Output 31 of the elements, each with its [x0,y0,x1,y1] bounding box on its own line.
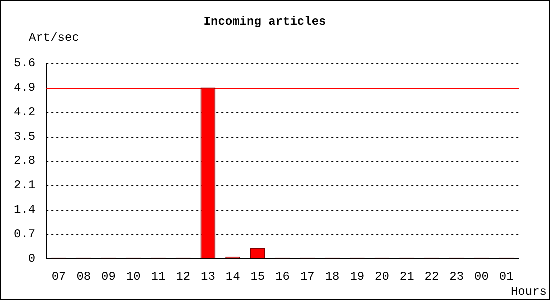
x-tick-label: 20 [375,270,390,284]
y-axis-title: Art/sec [29,31,80,45]
y-tick-label: 1.4 [14,202,36,217]
y-tick-label: 0 [28,252,36,266]
x-tick-label: 14 [226,270,240,284]
y-tick-label: 4.9 [14,80,36,95]
x-tick-label: 19 [350,270,365,284]
x-tick-label: 21 [400,270,414,284]
y-tick-label: 2.1 [14,178,36,193]
x-tick-label: 15 [250,270,266,284]
x-tick-label: 00 [474,270,489,284]
x-tick-label: 10 [126,270,141,284]
y-tick-label: 3.5 [14,130,36,144]
x-tick-label: 07 [52,270,66,284]
x-tick-label: 13 [201,270,216,284]
x-tick-label: 11 [151,270,166,284]
y-tick-label: 4.2 [14,105,36,120]
y-tick-label: 2.8 [14,154,36,168]
x-tick-label: 01 [499,270,514,284]
x-tick-label: 09 [102,270,116,284]
chart-title: Incoming articles [204,15,326,30]
x-tick-label: 12 [176,270,191,284]
x-axis-title: Hours [510,285,547,300]
y-tick-label: 0.7 [14,227,36,242]
x-tick-label: 23 [450,270,464,284]
y-tick-label: 5.6 [14,56,36,71]
x-tick-label: 18 [325,270,340,284]
x-tick-label: 08 [76,270,92,284]
x-tick-label: 16 [276,270,290,284]
x-tick-label: 17 [300,270,315,284]
x-tick-label: 22 [424,270,440,284]
